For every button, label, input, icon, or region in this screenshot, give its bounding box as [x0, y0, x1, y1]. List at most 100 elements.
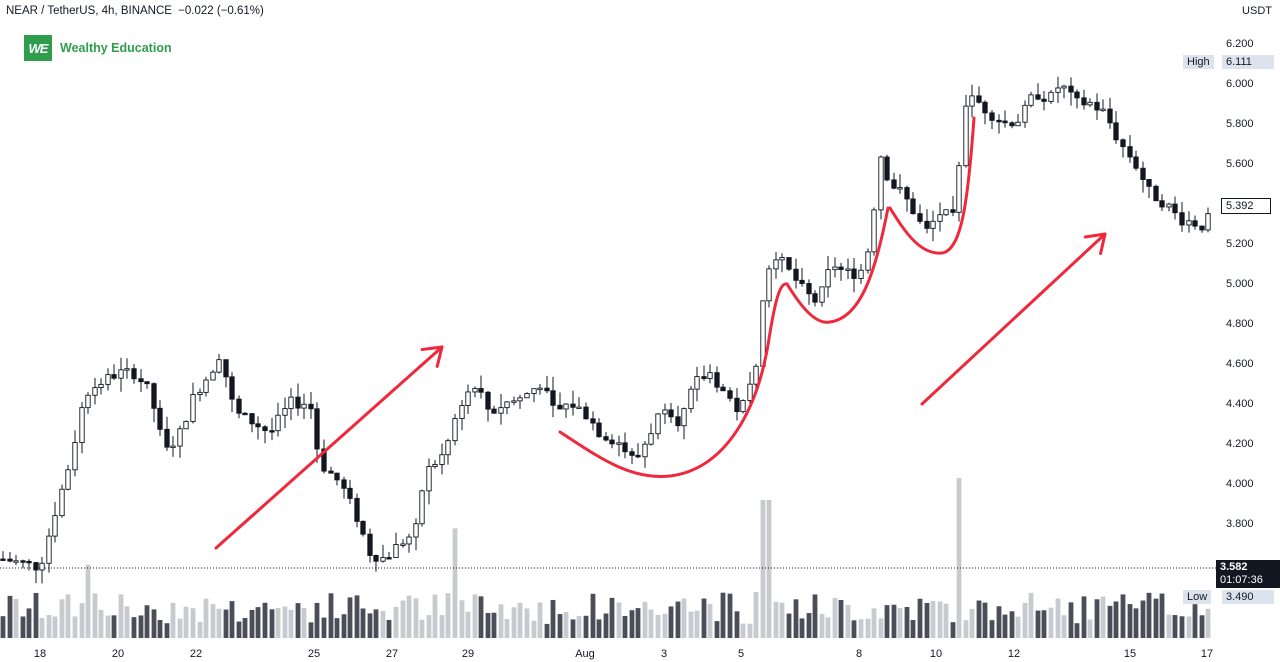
volume-bar: [452, 528, 458, 638]
candle-body: [321, 448, 327, 472]
volume-bar: [563, 612, 569, 638]
candle-body: [255, 423, 261, 428]
trend-arrow-head: [1083, 232, 1107, 256]
candle-body: [151, 383, 157, 409]
volume-bar: [603, 613, 609, 638]
volume-bar: [1107, 605, 1113, 638]
candle-body: [825, 269, 831, 288]
candle-body: [963, 105, 969, 167]
volume-bar: [400, 600, 406, 638]
candle-body: [138, 378, 144, 383]
volume-bar: [367, 613, 373, 638]
volume-bar: [314, 602, 320, 638]
candle-body: [642, 443, 648, 458]
symbol-title: NEAR / TetherUS, 4h, BINANCE: [6, 5, 172, 17]
volume-bar: [1061, 615, 1067, 638]
volume-bar: [1074, 623, 1080, 638]
candle-body: [334, 472, 340, 481]
candle-body: [190, 394, 196, 422]
candle-body: [878, 156, 884, 211]
candle-body: [1041, 98, 1047, 102]
x-tick-label: 3: [661, 648, 667, 660]
volume-bar: [720, 592, 726, 638]
y-tick-label: 4.200: [1226, 438, 1254, 450]
volume-bar: [445, 593, 451, 638]
cup-curve: [888, 116, 976, 255]
volume-bar: [1100, 596, 1106, 638]
candle-body: [210, 371, 216, 381]
candle-body: [1015, 121, 1021, 127]
volume-bar: [845, 604, 851, 638]
volume-bar: [478, 596, 484, 638]
volume-bar: [1133, 608, 1139, 638]
cup-curve: [558, 282, 789, 478]
volume-bar: [1166, 614, 1172, 638]
x-tick-label: 12: [1008, 648, 1020, 660]
candle-body: [629, 451, 635, 456]
volume-bar: [295, 603, 301, 638]
volume-bar: [806, 613, 812, 638]
candle-body: [1127, 146, 1133, 158]
volume-bar: [111, 615, 117, 638]
volume-bar: [930, 600, 936, 638]
candle-body: [472, 388, 478, 393]
candle-body: [419, 490, 425, 525]
volume-bar: [596, 619, 602, 638]
volume-bar: [79, 603, 85, 638]
volume-bar: [65, 594, 71, 638]
candle-body: [675, 416, 681, 427]
volume-bar: [380, 611, 386, 638]
candle-body: [851, 268, 857, 279]
candle-body: [662, 409, 668, 415]
price-change: −0.022 (−0.61%): [178, 5, 264, 17]
candle-body: [367, 533, 373, 556]
candle-body: [740, 400, 746, 413]
volume-bar: [544, 623, 550, 638]
volume-bar: [1041, 610, 1047, 638]
volume-bar: [124, 606, 130, 638]
candle-body: [65, 469, 71, 490]
candle-body: [20, 560, 26, 563]
candle-body: [511, 400, 517, 403]
volume-bar: [164, 623, 170, 638]
volume-bar: [694, 610, 700, 638]
candle-body: [164, 428, 170, 448]
candle-body: [1199, 225, 1205, 231]
volume-bar: [85, 564, 91, 638]
volume-bar: [989, 620, 995, 638]
volume-bar: [406, 595, 412, 638]
volume-bar: [413, 598, 419, 638]
candle-body: [498, 407, 504, 414]
x-tick-label: Aug: [575, 648, 595, 660]
volume-bar: [275, 608, 281, 638]
volume-layer: [0, 478, 1211, 638]
volume-bar: [799, 618, 805, 638]
annotation-layer: [214, 116, 1107, 550]
candle-body: [393, 544, 399, 559]
candle-body: [720, 386, 726, 392]
candle-body: [33, 562, 39, 571]
volume-bar: [878, 618, 884, 638]
volume-bar: [642, 601, 648, 638]
candle-body: [969, 95, 975, 107]
candle-body: [570, 403, 576, 408]
volume-bar: [1127, 604, 1133, 638]
candle-body: [897, 187, 903, 190]
volume-bar: [851, 620, 857, 638]
volume-bar: [183, 606, 189, 638]
bar-countdown: 01:07:36: [1220, 574, 1263, 586]
candle-body: [295, 396, 301, 409]
volume-bar: [341, 614, 347, 638]
candle-body: [39, 562, 45, 571]
volume-bar: [982, 602, 988, 638]
candle-body: [46, 535, 52, 564]
volume-bar: [1186, 616, 1192, 638]
candle-body: [622, 442, 628, 453]
candle-body: [59, 488, 65, 517]
candle-body: [439, 454, 445, 465]
candle-body: [590, 418, 596, 424]
candle-body: [1074, 91, 1080, 99]
candle-body: [301, 403, 307, 409]
volume-bar: [465, 611, 471, 638]
